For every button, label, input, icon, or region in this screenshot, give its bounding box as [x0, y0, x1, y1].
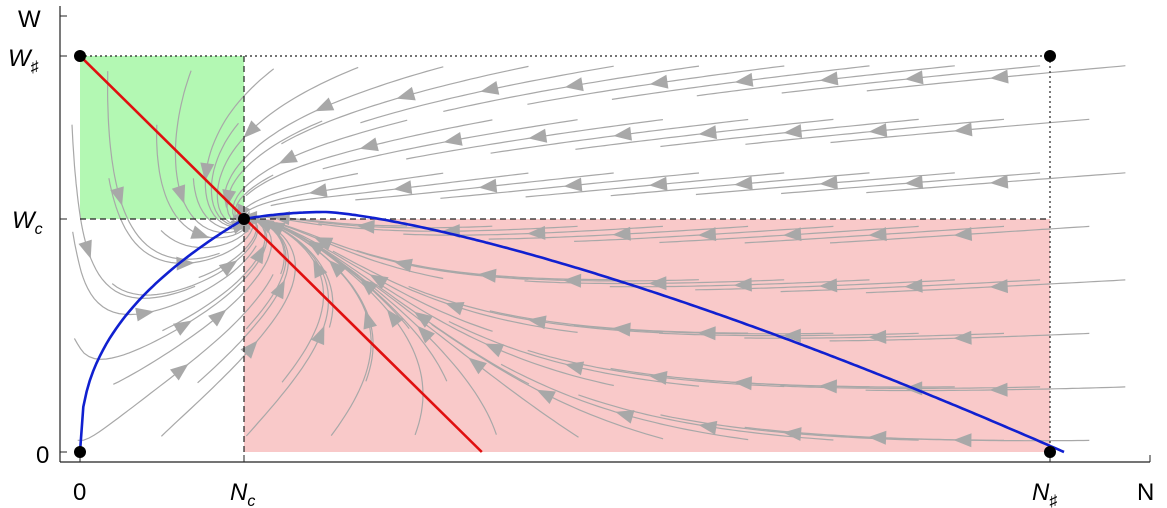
stream-arrowhead — [170, 363, 189, 381]
stream-arrowhead — [478, 178, 498, 193]
stream-line — [232, 119, 408, 225]
stream-arrowhead — [698, 125, 717, 140]
stream-arrowhead — [783, 227, 802, 242]
stream-arrowhead — [536, 389, 556, 404]
x-tick-0: 0 — [73, 479, 86, 506]
stream-arrowhead — [200, 162, 215, 182]
stream-arrowhead — [563, 177, 583, 192]
stream-arrowhead — [218, 260, 238, 277]
stream-arrowhead — [648, 176, 668, 191]
frame — [59, 6, 1150, 463]
stream-arrowhead — [173, 320, 193, 336]
stream-arrowhead — [240, 340, 258, 359]
fixed-point-coexistence — [238, 213, 250, 225]
red-nullcline — [79, 54, 483, 453]
stream-arrowhead — [989, 279, 1008, 294]
stream-arrowhead — [270, 279, 285, 300]
stream-arrowhead — [313, 259, 328, 279]
stream-arrowhead — [819, 278, 838, 293]
stream-arrowhead — [615, 410, 635, 424]
stream-arrowhead — [528, 128, 548, 143]
stream-arrowhead — [697, 326, 716, 341]
stream-arrowhead — [904, 175, 924, 189]
stream-line — [443, 65, 700, 112]
stream-arrowhead — [783, 124, 803, 138]
stream-arrowhead — [648, 371, 668, 385]
stream-arrowhead — [734, 72, 754, 87]
stream-arrowhead — [990, 69, 1009, 84]
stream-arrowhead — [135, 307, 155, 322]
stream-arrowhead — [363, 310, 377, 330]
stream-arrowhead — [356, 219, 375, 234]
stream-arrowhead — [176, 256, 195, 271]
x-tick-nsharp: N♯ — [1032, 479, 1057, 508]
stream-arrowhead — [266, 221, 286, 236]
fixed-points — [74, 50, 1056, 458]
stream-line — [322, 119, 578, 170]
y-tick-wsharp: W♯ — [8, 45, 39, 76]
stream-arrowhead — [989, 174, 1009, 189]
stream-arrowhead — [396, 86, 416, 101]
stream-arrowhead — [868, 123, 888, 138]
stream-arrowhead — [443, 132, 463, 146]
stream-arrowhead — [953, 330, 972, 345]
stream-arrowhead — [953, 122, 973, 137]
stream-arrowhead — [445, 302, 465, 316]
stream-arrowhead — [328, 260, 347, 278]
fixed-point-n-max — [1044, 446, 1056, 458]
stream-arrowhead — [953, 227, 973, 241]
stream-arrowhead — [243, 120, 262, 138]
y-tick-wc: Wc — [12, 207, 43, 238]
stream-arrowhead — [484, 343, 505, 358]
stream-arrowhead — [527, 225, 546, 240]
stream-arrowhead — [563, 273, 582, 288]
stream-arrowhead — [171, 184, 186, 204]
stream-arrowhead — [989, 382, 1008, 397]
stream-arrowhead — [868, 227, 887, 242]
stream-arrowhead — [359, 137, 379, 152]
stream-arrowhead — [819, 71, 839, 86]
stream-line — [360, 65, 614, 124]
stream-arrowhead — [613, 126, 632, 141]
stream-arrowhead — [414, 311, 433, 328]
x-tick-nc: Nc — [230, 479, 255, 508]
stream-arrowhead — [734, 176, 753, 191]
stream-arrowhead — [308, 183, 328, 198]
stream-arrowhead — [468, 357, 487, 375]
stream-arrowhead — [222, 189, 237, 208]
stream-arrowhead — [417, 325, 435, 344]
y-tick-0: 0 — [36, 442, 49, 469]
stream-arrowhead — [190, 225, 210, 239]
stream-arrowhead — [565, 361, 585, 376]
stream-arrowhead — [819, 175, 838, 190]
stream-arrowhead — [278, 149, 298, 164]
stream-arrowhead — [612, 226, 631, 241]
stream-arrowhead — [904, 278, 923, 293]
stream-arrowhead — [818, 379, 837, 394]
stream-arrowhead — [697, 227, 717, 242]
stream-arrowhead — [782, 328, 801, 343]
stream-arrowhead — [208, 309, 227, 327]
fixed-point-corner — [1044, 50, 1056, 62]
stream-arrowhead — [480, 81, 500, 95]
stream-arrowhead — [393, 180, 413, 195]
stream-arrowhead — [953, 433, 972, 448]
stream-arrowhead — [250, 244, 265, 265]
stream-arrowhead — [649, 74, 669, 89]
stream-arrowhead — [78, 239, 92, 259]
stream-arrowhead — [386, 309, 404, 328]
stream-arrowhead — [110, 186, 124, 206]
stream-arrowhead — [315, 97, 335, 112]
x-axis-label: N — [1137, 479, 1154, 506]
fixed-point-origin — [74, 446, 86, 458]
y-axis-label: W — [18, 6, 41, 33]
stream-arrowhead — [904, 70, 924, 85]
stream-arrowhead — [783, 427, 802, 441]
stream-arrowhead — [311, 325, 325, 346]
fixed-point-w-max — [74, 50, 86, 62]
stream-arrowhead — [306, 240, 326, 256]
stream-arrowhead — [564, 77, 584, 92]
